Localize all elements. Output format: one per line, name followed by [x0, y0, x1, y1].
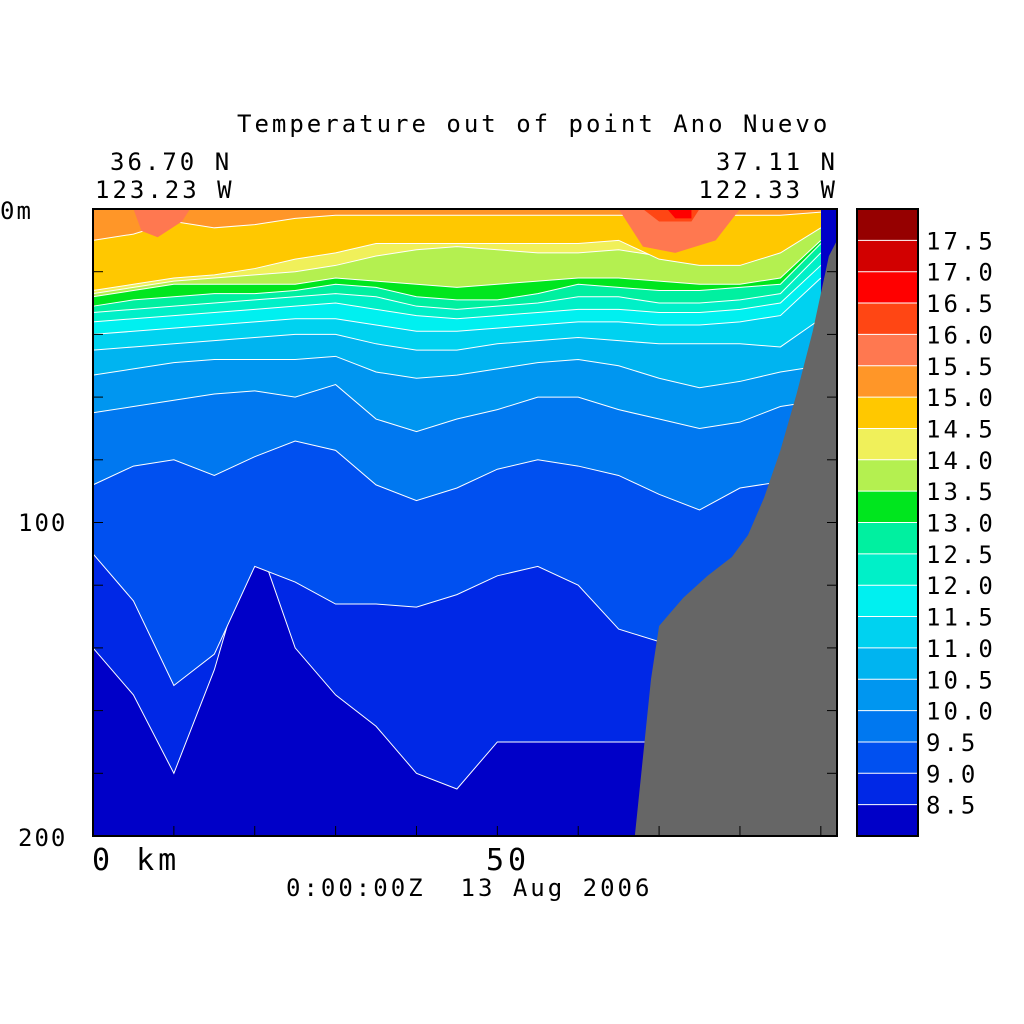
isotherm-t12-5 [92, 252, 822, 313]
colorbar-swatch [857, 553, 918, 586]
colorbar-swatch [857, 303, 918, 335]
isotherm-t10-0 [92, 384, 821, 433]
colorbar-swatch [857, 428, 918, 460]
colorbar-level-label: 13.5 [926, 478, 996, 506]
colorbar-swatch [857, 741, 918, 774]
colorbar-frame [856, 208, 919, 837]
colorbar-swatch [857, 804, 918, 836]
colorbar-level-label: 12.5 [926, 541, 996, 569]
colorbar-level-label: 11.5 [926, 604, 996, 632]
isotherm-t14-5 [92, 227, 822, 292]
isotherm-t13-0 [92, 243, 822, 307]
colorbar-level-label: 10.0 [926, 698, 996, 726]
colorbar-swatch [857, 271, 918, 304]
colorbar-swatch [857, 334, 918, 366]
band-t15-0-fill [93, 209, 821, 241]
colorbar-swatch [857, 365, 918, 398]
colorbar-swatch [857, 240, 918, 272]
colorbar-level-label: 14.5 [926, 415, 996, 443]
isotherm-t12-0 [92, 265, 822, 323]
seafloor-terrain [634, 240, 837, 837]
colorbar-level-label: 9.0 [926, 760, 978, 788]
colorbar-level-label: 12.0 [926, 572, 996, 600]
colorbar-level-label: 9.5 [926, 729, 978, 757]
colorbar-swatch [857, 459, 918, 492]
colorbar-swatch [857, 773, 918, 805]
timestamp-label: 0:00:00Z 13 Aug 2006 [286, 874, 653, 902]
colorbar-swatch [857, 647, 918, 680]
isotherm-t11-5 [92, 277, 822, 335]
colorbar-level-label: 15.5 [926, 353, 996, 381]
colorbar-swatch [857, 616, 918, 648]
isotherm-t11-0 [92, 318, 822, 351]
patch-15-5-west [133, 209, 191, 238]
colorbar-level-label: 16.5 [926, 290, 996, 318]
isotherm-t13-5 [92, 239, 822, 298]
colorbar-level-label: 14.0 [926, 447, 996, 475]
colorbar-swatch [857, 522, 918, 554]
colorbar-swatch [857, 397, 918, 429]
y-tick-label-100: 100 [18, 509, 68, 537]
colorbar-swatch [857, 491, 918, 523]
colorbar-swatch [857, 710, 918, 742]
left-latitude-label: 36.70 N [110, 148, 233, 176]
right-longitude-label: 122.33 W [698, 176, 838, 204]
colorbar-level-label: 8.5 [926, 792, 978, 820]
colorbar-level-label: 15.0 [926, 384, 996, 412]
x-tick-label-0: 0 km [92, 843, 181, 878]
left-longitude-label: 123.23 W [95, 176, 235, 204]
colorbar-level-label: 10.5 [926, 666, 996, 694]
colorbar-level-label: 13.0 [926, 510, 996, 538]
chart-title: Temperature out of point Ano Nuevo [237, 110, 831, 138]
colorbar-level-label: 11.0 [926, 635, 996, 663]
colorbar-swatch [857, 585, 918, 617]
y-tick-label-200: 200 [18, 824, 68, 852]
colorbar-swatch [857, 679, 918, 711]
y-axis-unit-label: 0m [0, 197, 33, 225]
patch-15-5-east [618, 209, 740, 253]
colorbar-level-label: 17.0 [926, 259, 996, 287]
colorbar-level-label: 17.5 [926, 227, 996, 255]
colorbar-level-label: 16.0 [926, 321, 996, 349]
right-latitude-label: 37.11 N [715, 148, 838, 176]
x-tick-label-50: 50 [486, 843, 531, 878]
colorbar-swatch [857, 209, 918, 241]
patch-16-5-east [667, 209, 692, 219]
isotherm-t9-5 [92, 440, 821, 511]
isotherm-t10-5 [92, 355, 821, 389]
